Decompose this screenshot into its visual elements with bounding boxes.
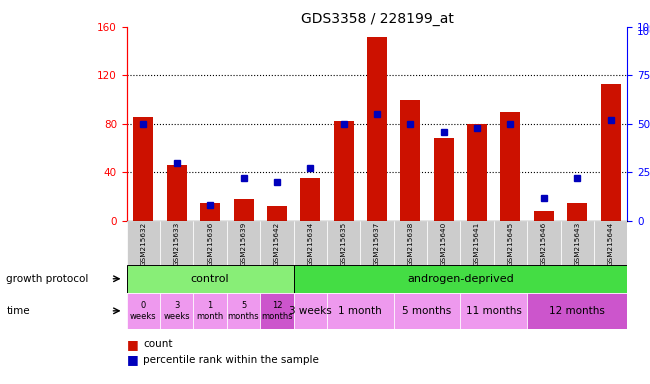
Text: GSM215644: GSM215644	[608, 222, 614, 266]
Bar	[194, 293, 227, 329]
Text: 12
months: 12 months	[261, 301, 292, 321]
Text: 5
months: 5 months	[227, 301, 259, 321]
Bar	[560, 221, 594, 265]
Bar	[567, 203, 587, 221]
Bar	[227, 221, 260, 265]
Text: growth protocol: growth protocol	[6, 274, 89, 284]
Bar	[133, 117, 153, 221]
Bar	[367, 36, 387, 221]
Bar	[127, 293, 160, 329]
Bar	[594, 221, 627, 265]
Bar	[260, 221, 294, 265]
Bar	[601, 84, 621, 221]
Text: GSM215636: GSM215636	[207, 222, 213, 266]
Bar	[494, 221, 527, 265]
Text: GSM215646: GSM215646	[541, 222, 547, 266]
Text: GSM215632: GSM215632	[140, 222, 146, 266]
Bar	[327, 293, 394, 329]
Bar	[127, 265, 294, 293]
Text: GSM215645: GSM215645	[508, 222, 514, 266]
Text: 3 weeks: 3 weeks	[289, 306, 332, 316]
Bar	[294, 293, 327, 329]
Bar	[360, 221, 394, 265]
Bar	[500, 112, 521, 221]
Bar	[260, 293, 294, 329]
Bar	[527, 221, 560, 265]
Text: GSM215642: GSM215642	[274, 222, 280, 266]
Text: ■: ■	[127, 338, 138, 351]
Text: percentile rank within the sample: percentile rank within the sample	[143, 355, 319, 365]
Bar	[400, 99, 421, 221]
Text: 100%: 100%	[637, 27, 650, 37]
Text: ■: ■	[127, 353, 138, 366]
Text: androgen-deprived: androgen-deprived	[407, 274, 514, 284]
Text: GSM215633: GSM215633	[174, 222, 180, 266]
Text: control: control	[191, 274, 229, 284]
Text: 12 months: 12 months	[549, 306, 605, 316]
Bar	[200, 203, 220, 221]
Bar	[394, 221, 427, 265]
Bar	[227, 293, 260, 329]
Text: 0
weeks: 0 weeks	[130, 301, 157, 321]
Bar	[460, 293, 527, 329]
Text: GSM215641: GSM215641	[474, 222, 480, 266]
Bar	[233, 199, 254, 221]
Bar	[327, 221, 360, 265]
Bar	[194, 221, 227, 265]
Bar	[460, 221, 494, 265]
Text: 1 month: 1 month	[339, 306, 382, 316]
Text: 3
weeks: 3 weeks	[164, 301, 190, 321]
Text: 5 months: 5 months	[402, 306, 452, 316]
Text: GSM215643: GSM215643	[574, 222, 580, 266]
Text: 11 months: 11 months	[466, 306, 522, 316]
Text: 1
month: 1 month	[196, 301, 224, 321]
Bar	[167, 165, 187, 221]
Bar	[160, 221, 194, 265]
Text: GSM215635: GSM215635	[341, 222, 346, 266]
Bar	[434, 138, 454, 221]
Bar	[294, 221, 327, 265]
Text: GDS3358 / 228199_at: GDS3358 / 228199_at	[300, 12, 454, 25]
Bar	[527, 293, 627, 329]
Bar	[160, 293, 194, 329]
Bar	[267, 206, 287, 221]
Text: GSM215634: GSM215634	[307, 222, 313, 266]
Text: time: time	[6, 306, 30, 316]
Text: GSM215637: GSM215637	[374, 222, 380, 266]
Bar	[127, 221, 160, 265]
Text: count: count	[143, 339, 172, 349]
Bar	[427, 221, 460, 265]
Bar	[467, 124, 487, 221]
Bar	[534, 211, 554, 221]
Bar	[333, 121, 354, 221]
Text: GSM215639: GSM215639	[240, 222, 246, 266]
Bar	[300, 179, 320, 221]
Bar	[394, 293, 460, 329]
Text: GSM215640: GSM215640	[441, 222, 447, 266]
Text: GSM215638: GSM215638	[408, 222, 413, 266]
Bar	[294, 265, 627, 293]
